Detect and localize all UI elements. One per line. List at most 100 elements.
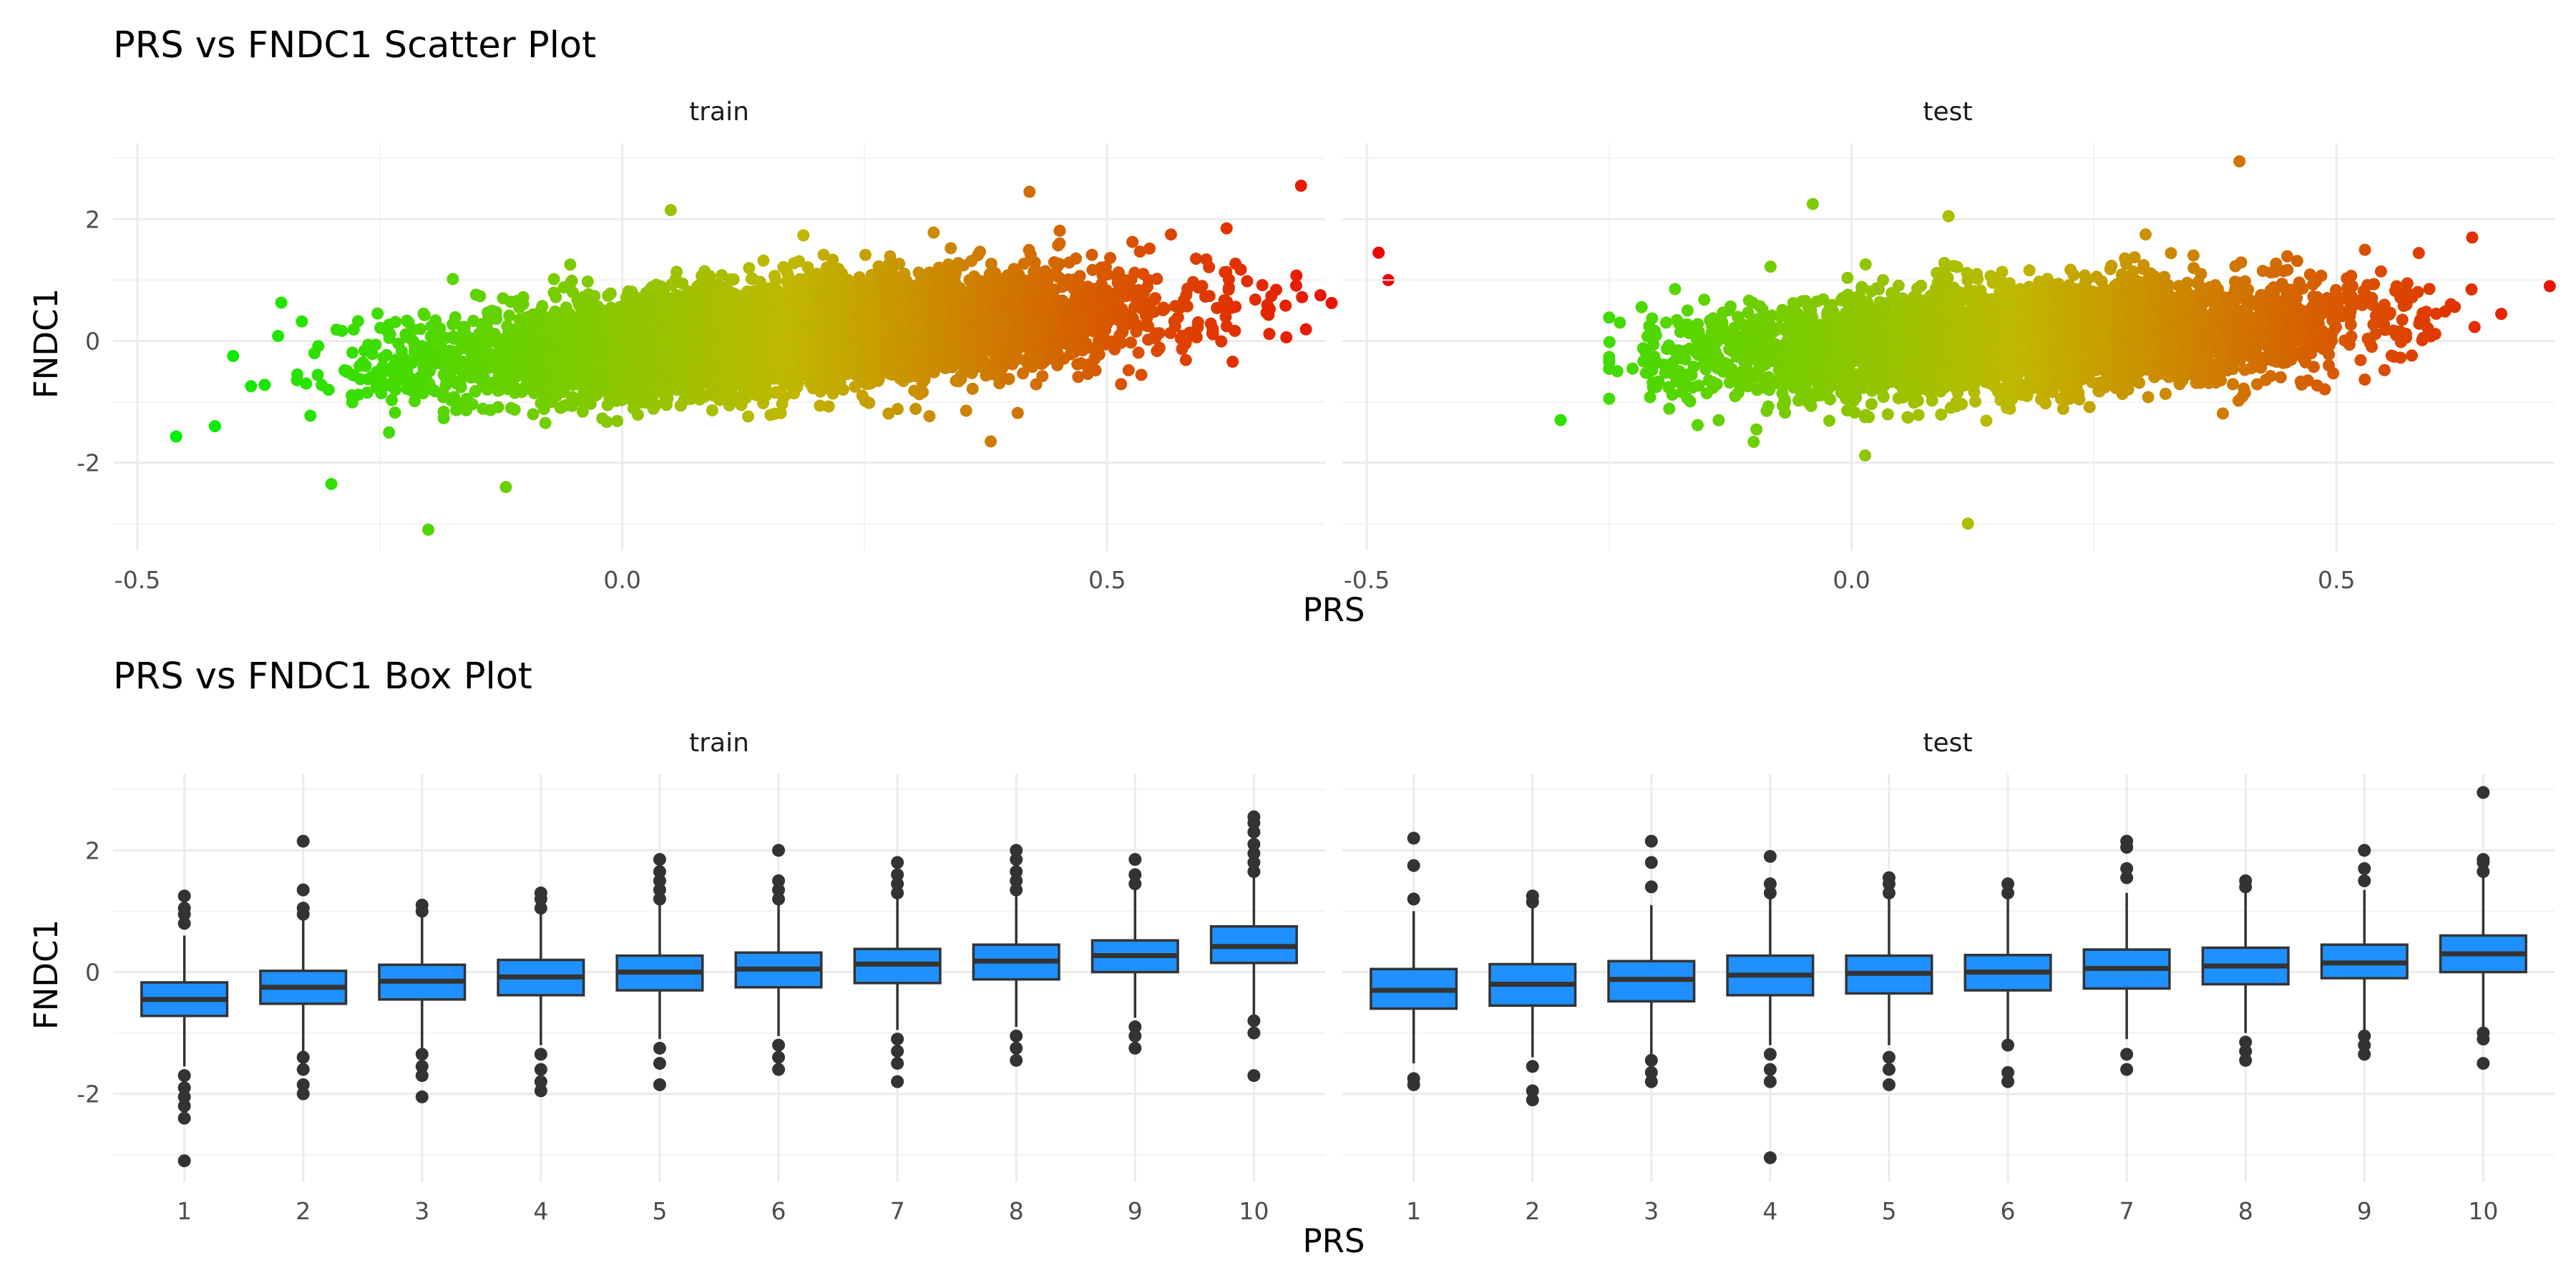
scatter-point	[492, 401, 504, 414]
scatter-point	[429, 385, 441, 398]
scatter-point	[503, 309, 516, 322]
scatter-point	[1017, 367, 1030, 380]
scatter-point	[588, 290, 601, 303]
scatter-point	[859, 248, 872, 261]
scatter-point	[417, 307, 430, 320]
scatter-point	[467, 314, 480, 327]
scatter-x-tick-label: 0.5	[1088, 566, 1126, 594]
scatter-point	[1116, 326, 1129, 338]
scatter-point	[917, 386, 930, 399]
scatter-point	[742, 410, 755, 423]
scatter-point	[1135, 369, 1148, 381]
scatter-point	[517, 291, 530, 303]
scatter-point	[1229, 257, 1242, 270]
scatter-point	[1002, 373, 1015, 386]
scatter-point	[884, 250, 897, 263]
scatter-point	[564, 258, 577, 271]
scatter-point	[1299, 323, 1312, 336]
scatter-point	[1076, 344, 1089, 357]
scatter-point	[296, 315, 308, 328]
scatter-y-tick-label: 2	[85, 205, 100, 233]
scatter-point	[572, 298, 585, 311]
scatter-point	[923, 410, 936, 423]
scatter-point	[674, 399, 687, 412]
scatter-point	[1024, 248, 1037, 261]
scatter-point	[1040, 272, 1053, 285]
scatter-point	[1028, 265, 1040, 278]
scatter-panel-train: -0.5 0.0 0.5-202	[77, 143, 1395, 594]
scatter-point	[945, 242, 957, 255]
scatter-point	[351, 315, 364, 328]
scatter-point	[1064, 348, 1077, 361]
scatter-point	[447, 273, 459, 286]
scatter-x-axis-label: PRS	[1303, 591, 1365, 629]
scatter-plot-section: PRS vs FNDC1 Scatter Plot train test FND…	[27, 24, 2556, 629]
scatter-point	[346, 396, 358, 409]
scatter-point	[258, 379, 271, 391]
scatter-point	[1115, 378, 1128, 391]
scatter-point	[776, 398, 789, 411]
scatter-point	[576, 405, 589, 418]
scatter-point	[245, 380, 258, 393]
scatter-point	[909, 402, 922, 415]
scatter-point	[1124, 336, 1137, 349]
scatter-point	[1132, 346, 1145, 359]
scatter-point	[272, 329, 285, 342]
scatter-point	[1164, 228, 1177, 241]
scatter-point	[1256, 278, 1269, 291]
scatter-point	[1229, 324, 1241, 337]
scatter-point	[966, 382, 979, 395]
scatter-point	[817, 248, 830, 261]
scatter-point	[565, 274, 578, 287]
scatter-point	[1220, 222, 1233, 235]
scatter-point	[882, 407, 895, 420]
scatter-point	[1222, 283, 1235, 296]
scatter-point	[389, 406, 401, 419]
scatter-point	[965, 255, 978, 268]
scatter-point	[400, 382, 413, 395]
scatter-point	[539, 416, 552, 429]
scatter-point	[1249, 293, 1262, 306]
scatter-point	[1018, 258, 1030, 270]
scatter-point	[1126, 235, 1139, 248]
scatter-point	[1280, 331, 1293, 343]
scatter-point	[383, 426, 396, 439]
scatter-point	[371, 307, 384, 320]
scatter-point	[1290, 269, 1303, 282]
scatter-point	[477, 402, 489, 415]
scatter-point	[392, 337, 405, 350]
scatter-x-tick-label: -0.5	[114, 566, 160, 594]
scatter-point	[462, 331, 474, 344]
scatter-point	[547, 273, 560, 286]
scatter-point	[764, 409, 777, 421]
scatter-plot-title: PRS vs FNDC1 Scatter Plot	[113, 24, 596, 67]
scatter-point	[535, 397, 547, 410]
scatter-point	[311, 369, 324, 381]
scatter-point	[1122, 364, 1135, 376]
scatter-point	[346, 346, 359, 359]
scatter-point	[437, 405, 450, 418]
scatter-point	[1226, 356, 1239, 369]
scatter-point	[611, 414, 624, 427]
scatter-point	[604, 287, 617, 300]
scatter-point	[1179, 353, 1192, 366]
scatter-point	[1030, 378, 1043, 391]
scatter-y-tick-label: 0	[85, 327, 100, 355]
scatter-point	[1052, 239, 1065, 252]
scatter-point	[814, 399, 826, 412]
scatter-point	[1265, 290, 1278, 303]
scatter-point	[743, 262, 756, 275]
scatter-y-tick-label: -2	[77, 449, 100, 477]
scatter-panel-strip-train: train	[689, 97, 749, 127]
scatter-point	[1279, 299, 1292, 312]
scatter-point	[527, 408, 540, 421]
scatter-point	[1325, 296, 1338, 309]
scatter-point	[1086, 263, 1099, 276]
scatter-panel-strip-test: test	[1923, 97, 1972, 127]
scatter-point	[322, 384, 335, 396]
scatter-point	[940, 361, 953, 374]
scatter-point	[1093, 348, 1106, 361]
scatter-points	[170, 180, 1395, 536]
scatter-point	[985, 258, 997, 270]
